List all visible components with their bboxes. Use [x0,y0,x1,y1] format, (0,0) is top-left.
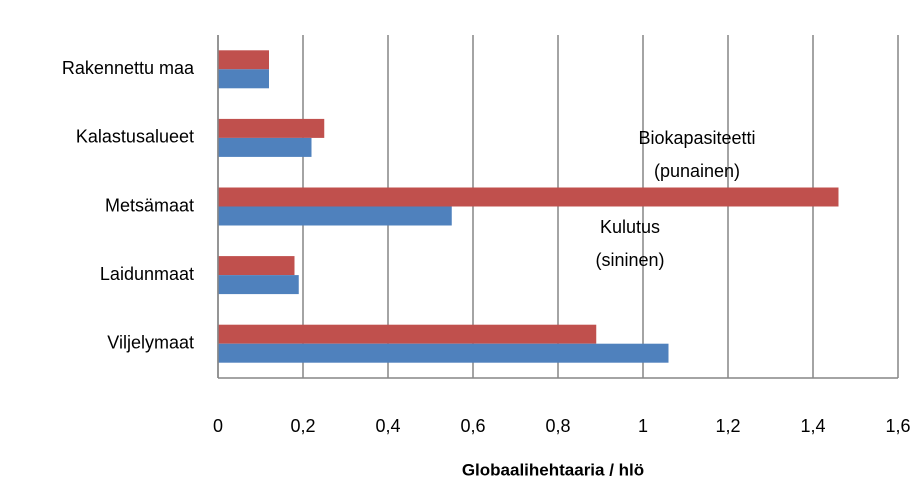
x-tick-label: 0,6 [460,416,485,436]
x-tick-label: 1,2 [715,416,740,436]
x-axis-title: Globaalihehtaaria / hlö [462,460,644,479]
bar [218,50,269,70]
annotation: Kulutus [600,217,660,237]
bar [218,343,669,363]
x-tick-label: 0,8 [545,416,570,436]
x-tick-label: 0,2 [290,416,315,436]
x-tick-label: 0,4 [375,416,400,436]
bar [218,118,325,138]
x-tick-label: 1,4 [800,416,825,436]
bar [218,206,452,226]
bar [218,187,839,207]
bar [218,137,312,157]
x-tick-label: 1 [638,416,648,436]
y-tick-label: Kalastusalueet [76,127,194,147]
bar [218,275,299,295]
bar [218,256,295,276]
y-tick-label: Metsämaat [105,195,194,215]
x-tick-label: 0 [213,416,223,436]
x-tick-label: 1,6 [885,416,910,436]
annotation: Biokapasiteetti [638,128,755,148]
y-tick-label: Rakennettu maa [62,58,195,78]
y-tick-label: Laidunmaat [100,264,194,284]
bar [218,69,269,89]
annotation: (punainen) [654,161,740,181]
annotation: (sininen) [595,250,664,270]
y-tick-label: Viljelymaat [107,332,194,352]
bar [218,324,597,344]
